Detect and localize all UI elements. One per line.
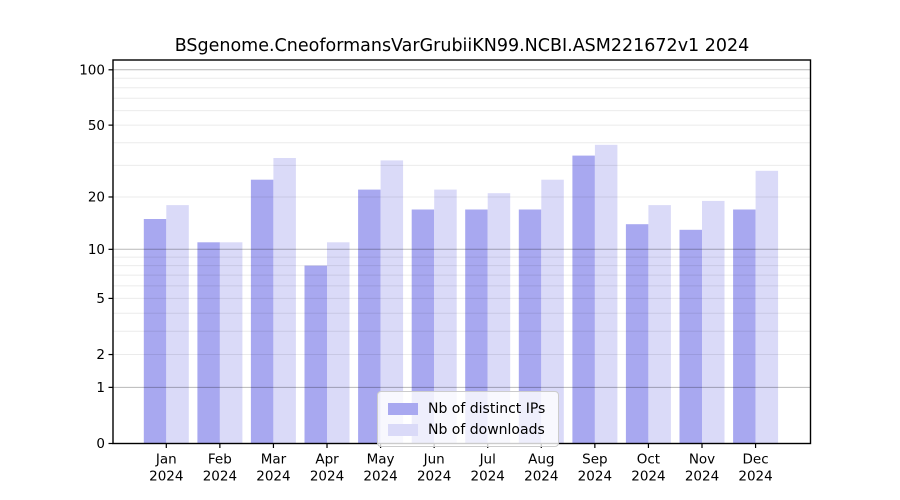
bar-distinct-ips — [625, 224, 649, 444]
bar-distinct-ips — [411, 209, 435, 444]
x-tick-label-month: Dec — [743, 452, 769, 468]
chart-title: BSgenome.CneoformansVarGrubiiKN99.NCBI.A… — [174, 36, 750, 56]
x-tick-label-month: Jul — [479, 452, 496, 468]
x-tick-label-year: 2024 — [149, 469, 183, 485]
bar-distinct-ips — [250, 179, 274, 444]
x-tick-label-month: Mar — [261, 452, 287, 468]
legend-label: Nb of downloads — [428, 421, 545, 438]
y-tick-label: 10 — [88, 242, 105, 258]
y-tick-label: 5 — [96, 291, 105, 307]
bar-downloads — [219, 242, 243, 444]
x-tick-label-month: Aug — [528, 452, 554, 468]
x-tick-label-month: May — [367, 452, 395, 468]
bar-distinct-ips — [733, 209, 756, 444]
x-tick-label-year: 2024 — [417, 469, 451, 485]
bar-downloads — [702, 200, 725, 444]
x-tick-label-month: Jan — [155, 452, 177, 468]
x-tick-label-month: Oct — [637, 452, 660, 468]
bar-distinct-ips — [465, 209, 488, 444]
bar-distinct-ips — [197, 242, 220, 444]
x-tick-label-month: Feb — [208, 452, 232, 468]
bar-distinct-ips — [518, 209, 542, 444]
bar-distinct-ips — [572, 155, 595, 444]
legend: Nb of distinct IPs Nb of downloads — [377, 391, 560, 447]
x-tick-label-year: 2024 — [203, 469, 237, 485]
x-tick-label-year: 2024 — [738, 469, 772, 485]
bar-downloads — [487, 193, 511, 444]
bar-distinct-ips — [679, 229, 702, 444]
y-tick-label: 1 — [96, 380, 105, 396]
legend-item-downloads: Nb of downloads — [388, 419, 545, 440]
y-tick-label: 20 — [88, 190, 105, 206]
x-tick-label-year: 2024 — [471, 469, 505, 485]
bar-downloads — [755, 170, 779, 444]
bar-downloads — [380, 160, 404, 444]
bar-downloads — [541, 179, 564, 444]
bar-downloads — [594, 144, 618, 444]
legend-item-distinct-ips: Nb of distinct IPs — [388, 398, 545, 419]
y-tick-label: 100 — [79, 63, 105, 79]
legend-swatch-downloads — [388, 423, 418, 436]
x-tick-label-year: 2024 — [685, 469, 719, 485]
x-tick-label-year: 2024 — [256, 469, 290, 485]
x-tick-label-month: Nov — [689, 452, 715, 468]
bar-downloads — [327, 242, 350, 444]
x-tick-label-month: Sep — [582, 452, 607, 468]
x-tick-label-year: 2024 — [578, 469, 612, 485]
bar-distinct-ips — [143, 219, 167, 444]
bar-downloads — [648, 205, 671, 444]
bar-downloads — [434, 189, 457, 444]
x-tick-label-year: 2024 — [363, 469, 397, 485]
bar-distinct-ips — [304, 265, 327, 444]
bar-downloads — [273, 158, 296, 444]
bar-distinct-ips — [358, 189, 381, 444]
x-tick-label-month: Apr — [315, 452, 339, 468]
x-tick-label-month: Jun — [423, 452, 445, 468]
x-tick-label-year: 2024 — [524, 469, 558, 485]
y-tick-label: 50 — [88, 118, 105, 134]
bar-downloads — [166, 205, 189, 444]
x-tick-label-year: 2024 — [310, 469, 344, 485]
y-tick-label: 2 — [96, 347, 105, 363]
x-tick-label-year: 2024 — [631, 469, 665, 485]
legend-swatch-distinct-ips — [388, 402, 418, 415]
y-tick-label: 0 — [96, 436, 105, 452]
legend-label: Nb of distinct IPs — [428, 400, 546, 417]
